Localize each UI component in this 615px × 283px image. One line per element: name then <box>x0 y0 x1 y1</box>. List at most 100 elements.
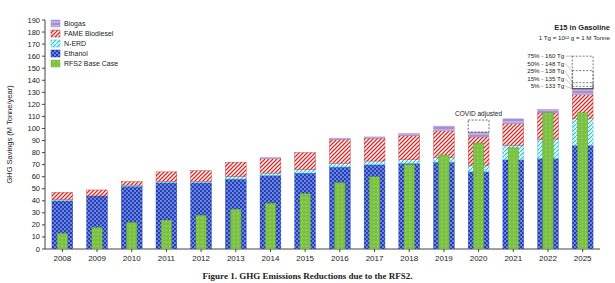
y-tick <box>42 80 45 81</box>
bar-segment <box>52 192 73 199</box>
bar-segment <box>503 124 524 146</box>
bar-segment <box>329 167 350 249</box>
x-tick <box>270 249 271 252</box>
y-tick <box>42 164 45 165</box>
overlay-bar <box>57 233 67 249</box>
y-tick-label: 190 <box>27 16 40 25</box>
bar-segment <box>260 175 281 249</box>
y-tick-label: 140 <box>27 76 40 85</box>
y-tick-label: 150 <box>27 64 40 73</box>
x-tick <box>235 249 236 252</box>
bar-segment <box>225 177 246 179</box>
bar-segment <box>156 183 177 249</box>
y-tick <box>42 116 45 117</box>
bar-segment <box>329 138 350 139</box>
legend-label: Ethanol <box>64 50 88 57</box>
y-tick-label: 120 <box>27 100 40 109</box>
legend: BiogasFAME BiodieselN-ERDEthanolRFS2 Bas… <box>51 20 118 67</box>
bar-segment <box>52 201 73 249</box>
bar-segment <box>191 183 212 249</box>
y-tick <box>42 92 45 93</box>
overlay-bar <box>439 155 449 249</box>
x-tick <box>582 249 583 252</box>
x-tick <box>478 249 479 252</box>
bar-segment <box>538 109 559 113</box>
bar-segment <box>260 157 281 158</box>
x-tick-label: 2021 <box>504 254 522 263</box>
leader-line <box>565 56 572 57</box>
y-tick-label: 180 <box>27 28 40 37</box>
leader-line <box>565 79 572 87</box>
y-tick-label: 40 <box>32 196 40 205</box>
y-tick <box>42 104 45 105</box>
legend-swatch <box>51 60 60 67</box>
y-tick-label: 90 <box>32 136 40 145</box>
x-tick-label: 2012 <box>192 254 210 263</box>
legend-swatch <box>51 50 60 57</box>
chart-title: Figure 1. GHG Emissions Reductions due t… <box>203 271 413 281</box>
bar-segment <box>87 190 108 196</box>
x-tick <box>131 249 132 252</box>
bar-segment <box>121 182 142 186</box>
bar-segment <box>87 189 108 190</box>
y-tick <box>42 140 45 141</box>
bar-segment <box>364 165 385 249</box>
bar-segment <box>295 173 316 249</box>
bar-segment <box>468 132 489 137</box>
x-tick <box>201 249 202 252</box>
legend-label: Biogas <box>64 20 86 28</box>
y-tick <box>42 212 45 213</box>
bar-segment <box>399 160 420 164</box>
overlay-bar <box>231 209 241 249</box>
x-tick-label: 2017 <box>366 254 384 263</box>
y-tick <box>42 68 45 69</box>
bar-segment <box>260 159 281 173</box>
overlay-bar <box>404 165 414 249</box>
x-tick <box>409 249 410 252</box>
bar-segment <box>260 173 281 175</box>
legend-label: FAME Biodiesel <box>64 30 114 37</box>
bar-segment <box>87 196 108 249</box>
x-tick-label: 2013 <box>227 254 245 263</box>
leader-line <box>565 86 572 89</box>
bar-segment <box>52 192 73 193</box>
y-tick <box>42 56 45 57</box>
x-tick <box>305 249 306 252</box>
e15-scenario <box>572 83 593 89</box>
y-tick <box>42 32 45 33</box>
bar-segment <box>295 152 316 153</box>
y-axis <box>45 20 46 249</box>
x-tick <box>166 249 167 252</box>
legend-label: RFS2 Base Case <box>64 60 118 67</box>
overlay-bar <box>127 222 137 249</box>
x-tick-label: 2020 <box>470 254 488 263</box>
bar-segment <box>503 119 524 124</box>
legend-swatch <box>51 30 60 37</box>
bar-segment <box>295 169 316 173</box>
e15-label: 5% - 133 Tg <box>531 82 565 89</box>
overlay-bar <box>473 143 483 249</box>
y-tick <box>42 176 45 177</box>
y-tick-label: 70 <box>32 160 40 169</box>
bar-segment <box>225 179 246 249</box>
x-tick <box>374 249 375 252</box>
e15-scenario <box>572 71 593 89</box>
bar-segment <box>121 181 142 182</box>
e15-label: 25% - 138 Tg <box>527 67 565 74</box>
bar-segment <box>156 172 177 182</box>
x-tick-label: 2019 <box>435 254 453 263</box>
bar-segment <box>156 171 177 172</box>
e15-label: 75% - 160 Tg <box>527 52 565 59</box>
x-tick <box>443 249 444 252</box>
bar-segment <box>329 163 350 167</box>
y-tick <box>42 20 45 21</box>
bar-segment <box>121 186 142 249</box>
overlay-bar <box>543 113 553 249</box>
overlay-bar <box>92 227 102 249</box>
e15-label: 50% - 148 Tg <box>527 60 565 67</box>
bar-segment <box>225 162 246 176</box>
bar-segment <box>191 171 212 182</box>
y-tick-label: 20 <box>32 220 40 229</box>
annotation: COVID adjusted <box>455 110 502 118</box>
leader-line <box>565 71 572 83</box>
